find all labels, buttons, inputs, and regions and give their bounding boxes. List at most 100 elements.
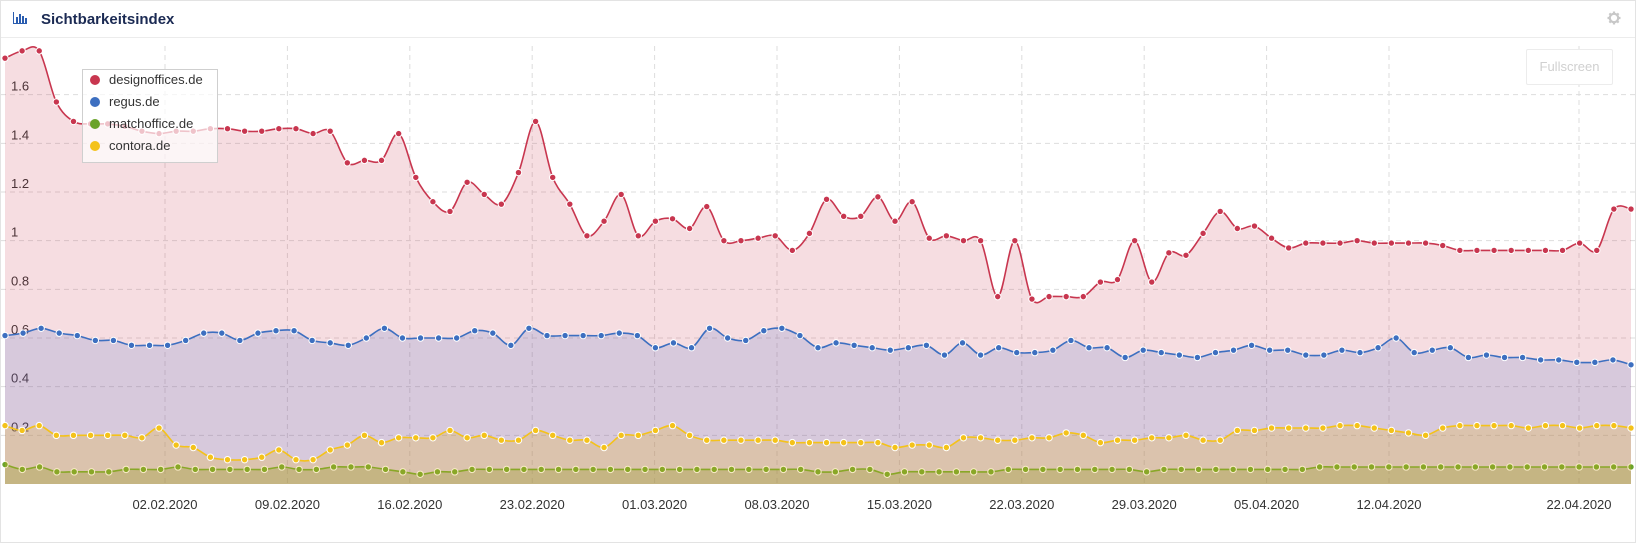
point-contora [1558, 421, 1567, 430]
legend-item-contora[interactable]: contora.de [83, 136, 217, 156]
legend-dot-designoffices [90, 75, 100, 85]
point-contora [754, 436, 762, 444]
point-matchoffice [1471, 463, 1480, 471]
point-regus [1392, 334, 1400, 342]
point-designoffices [1593, 246, 1601, 255]
point-designoffices [1353, 236, 1361, 245]
point-contora [1233, 426, 1242, 435]
x-tick-label: 22.03.2020 [989, 497, 1054, 512]
point-designoffices [463, 178, 471, 186]
point-matchoffice [1177, 465, 1185, 474]
point-matchoffice [814, 468, 822, 476]
point-matchoffice [122, 465, 130, 474]
legend-item-regus[interactable]: regus.de [83, 92, 217, 112]
point-matchoffice [831, 468, 839, 476]
point-matchoffice [485, 465, 494, 474]
point-designoffices [1, 54, 9, 62]
point-matchoffice [779, 465, 788, 474]
point-matchoffice [1073, 465, 1082, 474]
point-matchoffice [1592, 463, 1601, 471]
point-contora [839, 438, 848, 447]
point-regus [597, 331, 605, 340]
point-designoffices [1490, 246, 1498, 255]
y-tick-label: 1.4 [11, 127, 29, 142]
point-designoffices [994, 292, 1002, 301]
point-contora [514, 436, 523, 444]
point-matchoffice [1264, 465, 1272, 474]
point-regus [1573, 358, 1581, 367]
fullscreen-button[interactable]: Fullscreen [1526, 49, 1613, 85]
point-matchoffice [399, 468, 407, 476]
legend-item-designoffices[interactable]: designoffices.de [83, 70, 217, 90]
point-contora [1062, 429, 1070, 437]
point-matchoffice [1246, 465, 1255, 474]
point-regus [886, 346, 894, 354]
y-tick-label: 1 [11, 225, 18, 240]
point-regus [1536, 356, 1545, 364]
point-regus [940, 351, 949, 359]
point-designoffices [1113, 275, 1122, 284]
point-regus [218, 329, 226, 337]
point-matchoffice [866, 465, 874, 474]
point-contora [1284, 424, 1293, 432]
page-title: Sichtbarkeitsindex [41, 11, 175, 28]
point-regus [1374, 344, 1382, 352]
point-designoffices [1421, 239, 1430, 247]
point-matchoffice [1610, 463, 1618, 471]
point-designoffices [1079, 292, 1087, 301]
point-designoffices [857, 212, 865, 221]
point-matchoffice [1229, 465, 1237, 474]
point-regus [1049, 346, 1057, 354]
point-designoffices [1182, 251, 1190, 259]
point-contora [1336, 421, 1344, 430]
point-designoffices [1370, 239, 1378, 247]
point-contora [497, 436, 506, 444]
point-designoffices [377, 156, 386, 165]
point-designoffices [788, 246, 797, 255]
point-contora [1456, 421, 1464, 430]
point-designoffices [514, 168, 523, 177]
point-matchoffice [1212, 465, 1220, 474]
point-matchoffice [1575, 463, 1583, 471]
point-designoffices [668, 215, 677, 223]
x-tick-label: 29.03.2020 [1112, 497, 1177, 512]
point-regus [1193, 353, 1202, 362]
area-designoffices [5, 46, 1631, 485]
x-tick-label: 05.04.2020 [1234, 497, 1299, 512]
point-designoffices [292, 125, 300, 133]
legend-item-matchoffice[interactable]: matchoffice.de [83, 114, 217, 134]
point-contora [1267, 424, 1276, 432]
point-contora [189, 443, 197, 452]
gear-icon[interactable] [1607, 11, 1621, 25]
point-designoffices [720, 236, 728, 245]
point-designoffices [1336, 239, 1344, 247]
point-matchoffice [329, 463, 338, 471]
point-contora [720, 436, 728, 444]
point-designoffices [754, 234, 762, 242]
point-contora [326, 446, 334, 454]
point-contora [805, 438, 814, 447]
point-matchoffice [1367, 463, 1376, 471]
point-matchoffice [969, 468, 978, 476]
point-designoffices [1096, 278, 1105, 286]
point-regus [109, 336, 118, 345]
point-regus [1320, 351, 1328, 359]
point-regus [1103, 344, 1111, 352]
point-regus [543, 331, 551, 340]
point-contora [121, 431, 129, 440]
y-tick-label: 1.6 [11, 79, 29, 94]
point-matchoffice [1091, 465, 1099, 474]
point-matchoffice [1125, 465, 1134, 474]
point-designoffices [1439, 241, 1447, 250]
point-contora [583, 436, 591, 444]
point-contora [1627, 424, 1635, 432]
point-matchoffice [520, 465, 528, 474]
point-matchoffice [797, 465, 805, 474]
point-contora [1096, 438, 1105, 447]
point-regus [1121, 353, 1129, 362]
point-contora [86, 431, 95, 440]
point-designoffices [1302, 239, 1310, 247]
point-matchoffice [1333, 463, 1341, 471]
point-contora [103, 431, 112, 440]
point-regus [687, 344, 696, 352]
